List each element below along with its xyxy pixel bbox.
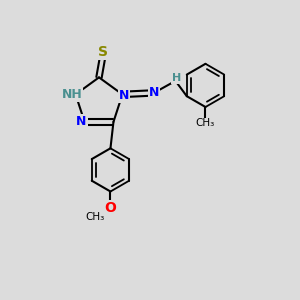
Text: N: N [149, 86, 159, 99]
Text: N: N [119, 89, 129, 102]
Text: S: S [98, 45, 109, 59]
Text: O: O [104, 201, 116, 215]
Text: CH₃: CH₃ [196, 118, 215, 128]
Text: CH₃: CH₃ [86, 212, 105, 222]
Text: NH: NH [61, 88, 82, 101]
Text: H: H [172, 73, 182, 83]
Text: N: N [76, 116, 87, 128]
